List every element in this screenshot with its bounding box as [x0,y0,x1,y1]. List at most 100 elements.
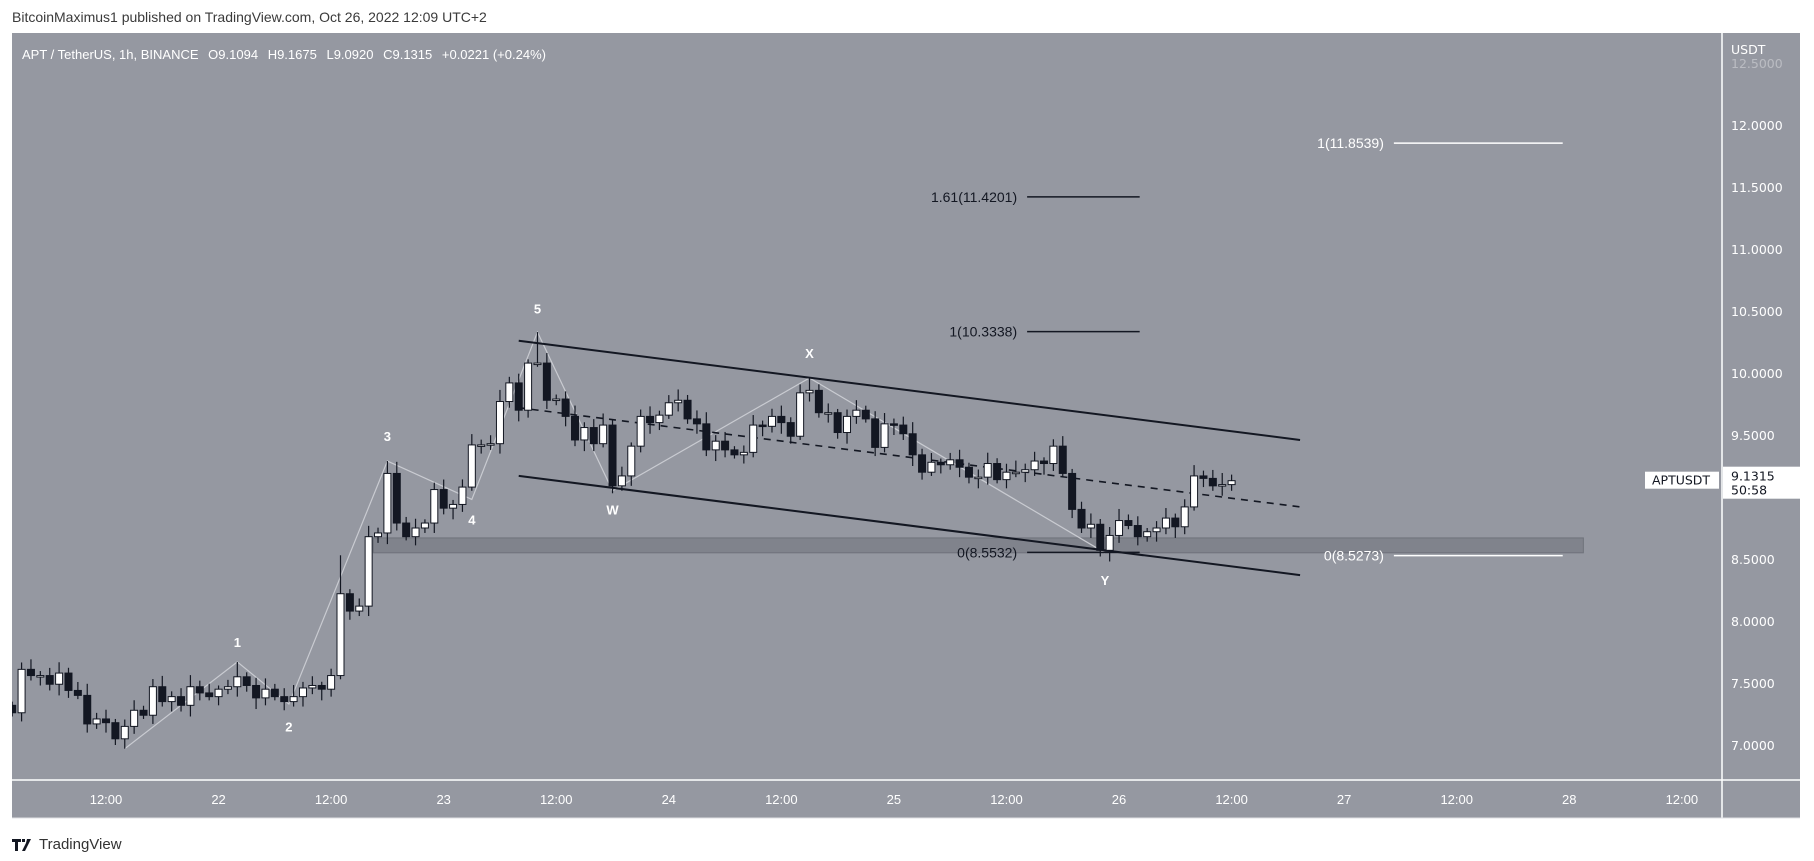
candle[interactable] [383,461,392,545]
candle[interactable] [852,400,861,424]
candle[interactable] [646,406,655,434]
candle[interactable] [233,661,242,697]
candle[interactable] [814,384,823,418]
candle[interactable] [1077,501,1086,533]
candle[interactable] [552,394,561,406]
candle[interactable] [1068,468,1077,519]
candle[interactable] [186,675,195,717]
channel-lower-line[interactable] [518,474,1301,577]
candle[interactable] [1171,513,1180,538]
candle[interactable] [327,668,336,697]
candle[interactable] [158,675,167,707]
candle[interactable] [861,405,870,423]
price-axis[interactable] [1722,33,1800,780]
tradingview-logo[interactable]: TradingView [12,836,122,853]
chart-pane[interactable] [12,33,1722,780]
fib-level[interactable]: 0(8.5532) [957,544,1140,560]
candle[interactable] [130,700,139,734]
candle[interactable] [1180,499,1189,535]
candle[interactable] [45,667,54,691]
candle[interactable] [824,403,833,423]
candle[interactable] [1049,439,1058,471]
candle[interactable] [402,516,411,541]
candle[interactable] [993,458,1002,484]
channel-upper-line[interactable] [518,339,1301,441]
candle[interactable] [786,417,795,444]
candle[interactable] [533,332,542,367]
candle[interactable] [674,389,683,412]
candle[interactable] [1115,508,1124,543]
candle[interactable] [580,422,589,452]
candle[interactable] [430,482,439,533]
candle[interactable] [936,458,945,474]
candle[interactable] [542,353,551,409]
candle[interactable] [120,719,129,749]
candle[interactable] [843,409,852,444]
candle[interactable] [102,709,110,733]
candle[interactable] [495,389,504,454]
candle[interactable] [711,435,720,462]
candle[interactable] [252,677,261,710]
candle[interactable] [411,518,420,546]
candle[interactable] [36,671,45,686]
candle[interactable] [1002,463,1011,489]
candle[interactable] [721,431,730,458]
candle[interactable] [1058,436,1067,478]
candle[interactable] [355,598,364,617]
candle[interactable] [1227,474,1236,491]
candle[interactable] [486,435,495,450]
candle[interactable] [9,701,17,717]
candle[interactable] [270,683,279,701]
candle[interactable] [1124,514,1133,530]
candle[interactable] [55,662,64,696]
candle[interactable] [524,359,533,418]
candle[interactable] [73,681,82,700]
candle[interactable] [467,434,476,491]
candle[interactable] [214,685,223,706]
candle[interactable] [899,416,908,440]
candle[interactable] [298,681,307,707]
candle[interactable] [64,667,73,698]
candle[interactable] [148,679,157,724]
candle[interactable] [439,479,448,515]
candle[interactable] [589,419,598,452]
candle[interactable] [683,394,692,424]
candle[interactable] [223,679,232,695]
candle[interactable] [420,519,429,533]
candle[interactable] [627,442,636,486]
candle[interactable] [955,449,964,478]
fib-level[interactable]: 0(8.5273) [1324,548,1563,564]
candle[interactable] [167,691,176,712]
candle[interactable] [1218,472,1227,496]
candle[interactable] [1040,457,1048,475]
candle[interactable] [92,712,101,729]
candle[interactable] [571,405,579,447]
candle[interactable] [702,412,711,457]
candle[interactable] [767,408,776,433]
candle[interactable] [880,413,889,453]
candle[interactable] [974,469,983,489]
fib-level[interactable]: 1(11.8539) [1317,135,1563,151]
candle[interactable] [26,659,35,681]
candle[interactable] [636,409,645,453]
candle[interactable] [946,452,955,470]
candle[interactable] [449,499,458,520]
candle[interactable] [871,411,880,457]
candle[interactable] [1011,460,1020,478]
candle[interactable] [1208,469,1217,491]
candle[interactable] [280,688,289,711]
candle[interactable] [1199,470,1208,488]
candle[interactable] [1152,521,1161,542]
candle[interactable] [964,462,973,484]
candle[interactable] [242,672,251,692]
candle[interactable] [777,405,786,434]
candle[interactable] [758,420,767,437]
candle[interactable] [364,525,373,617]
candle[interactable] [692,410,701,434]
candle[interactable] [739,445,748,464]
candle[interactable] [111,718,120,745]
candle[interactable] [561,391,570,427]
candle[interactable] [1161,508,1170,535]
candle[interactable] [617,466,626,491]
candle[interactable] [458,479,467,512]
